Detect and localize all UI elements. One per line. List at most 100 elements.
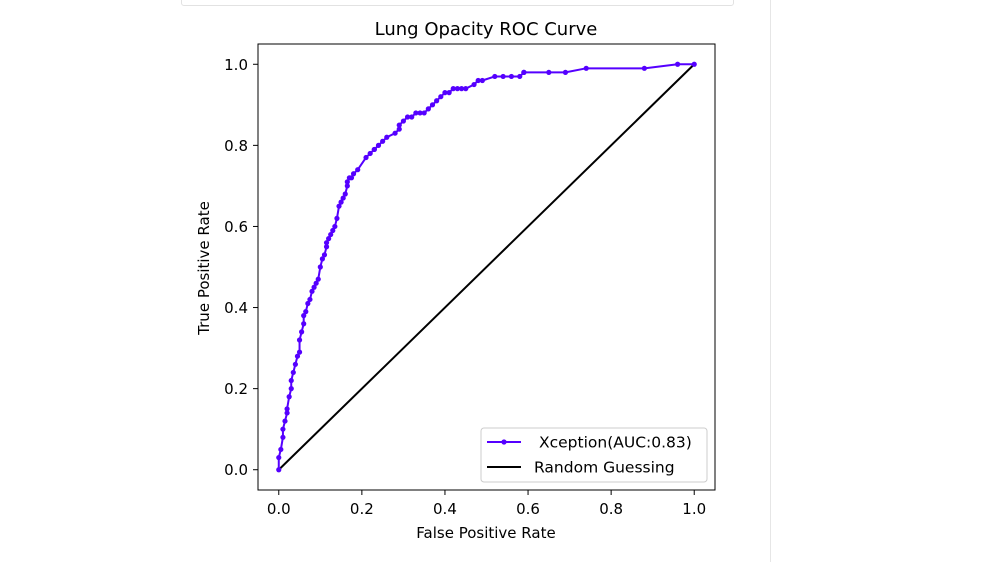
roc-point — [336, 203, 342, 209]
roc-point — [340, 195, 346, 201]
roc-point — [301, 321, 307, 327]
roc-point — [307, 296, 313, 303]
x-axis: 0.0 0.2 0.4 0.6 0.8 1.0 — [267, 490, 706, 518]
roc-point — [288, 386, 294, 392]
random-guessing-line — [278, 63, 695, 471]
roc-point — [319, 256, 325, 262]
roc-point — [344, 179, 350, 185]
roc-point — [380, 138, 386, 144]
roc-point — [286, 394, 292, 400]
roc-point — [311, 284, 317, 290]
roc-point — [517, 73, 523, 80]
chart-title: Lung Opacity ROC Curve — [375, 19, 598, 40]
roc-point — [296, 349, 303, 355]
roc-point — [280, 426, 286, 432]
roc-point — [434, 98, 440, 104]
legend-label-random: Random Guessing — [534, 459, 675, 477]
roc-point — [463, 86, 469, 92]
roc-point — [521, 69, 527, 75]
legend-box — [480, 427, 708, 483]
roc-point — [425, 106, 431, 112]
y-tick-label: 0.0 — [224, 461, 248, 479]
roc-point — [288, 377, 294, 384]
roc-point — [323, 244, 330, 250]
roc-point — [332, 223, 338, 230]
roc-point — [641, 65, 647, 71]
roc-point — [454, 86, 461, 92]
roc-point — [384, 134, 390, 140]
roc-point — [404, 114, 411, 120]
legend-marker-xception — [501, 439, 507, 445]
roc-point — [330, 227, 336, 234]
roc-point — [284, 406, 290, 412]
y-tick-label: 0.6 — [224, 218, 248, 236]
roc-point — [328, 231, 334, 238]
x-tick-label: 0.6 — [516, 500, 540, 518]
roc-point — [508, 73, 515, 80]
roc-point — [492, 73, 498, 80]
roc-point — [375, 142, 382, 148]
x-tick-label: 0.0 — [267, 500, 291, 518]
x-axis-label: False Positive Rate — [416, 524, 555, 542]
legend-label-xception: Xception(AUC:0.83) — [539, 434, 692, 452]
roc-point — [284, 410, 290, 416]
right-divider — [770, 0, 771, 562]
roc-point — [413, 110, 419, 116]
roc-point — [367, 150, 373, 157]
roc-point — [583, 65, 589, 71]
roc-point — [276, 454, 282, 461]
roc-point — [299, 329, 305, 335]
roc-point — [278, 446, 284, 453]
roc-point — [321, 252, 328, 258]
roc-point — [429, 102, 436, 108]
roc-point — [344, 183, 350, 189]
roc-point — [350, 171, 357, 177]
roc-point — [309, 288, 315, 294]
roc-point — [296, 337, 303, 343]
roc-point — [421, 110, 427, 116]
roc-point — [438, 94, 444, 100]
roc-point — [305, 300, 311, 307]
roc-point — [363, 154, 369, 161]
roc-point — [313, 280, 319, 286]
roc-point — [562, 69, 569, 75]
x-tick-label: 0.4 — [433, 500, 457, 518]
plot-area — [257, 43, 716, 491]
roc-point — [400, 118, 407, 124]
roc-point — [409, 114, 415, 120]
top-panel-edge — [181, 0, 734, 6]
legend: Xception(AUC:0.83) Random Guessing — [480, 427, 708, 483]
roc-point — [546, 69, 552, 75]
series-layer — [276, 61, 697, 473]
roc-point — [392, 130, 398, 136]
x-tick-label: 0.2 — [350, 500, 374, 518]
roc-point — [475, 77, 481, 84]
roc-point — [315, 276, 321, 282]
x-tick-label: 1.0 — [682, 500, 706, 518]
roc-point — [276, 467, 282, 473]
y-tick-label: 0.2 — [224, 380, 248, 398]
y-axis-label: True Positive Rate — [195, 201, 213, 336]
roc-point — [471, 81, 477, 88]
roc-point — [338, 199, 344, 205]
roc-point — [317, 264, 323, 270]
roc-point — [280, 434, 286, 440]
roc-point — [691, 61, 697, 67]
y-axis: 0.0 0.2 0.4 0.6 0.8 1.0 — [224, 56, 258, 479]
roc-point — [675, 61, 681, 67]
roc-point — [396, 126, 402, 132]
roc-point — [355, 167, 361, 173]
roc-point — [396, 122, 402, 128]
roc-point — [294, 353, 301, 359]
roc-point — [417, 110, 423, 116]
roc-point — [303, 309, 309, 315]
y-tick-label: 0.8 — [224, 137, 248, 155]
roc-point — [342, 191, 348, 197]
roc-point — [458, 86, 465, 92]
x-tick-label: 0.8 — [599, 500, 623, 518]
roc-point — [326, 236, 332, 242]
roc-point — [450, 86, 456, 92]
roc-point — [290, 369, 296, 376]
roc-point — [348, 175, 355, 181]
